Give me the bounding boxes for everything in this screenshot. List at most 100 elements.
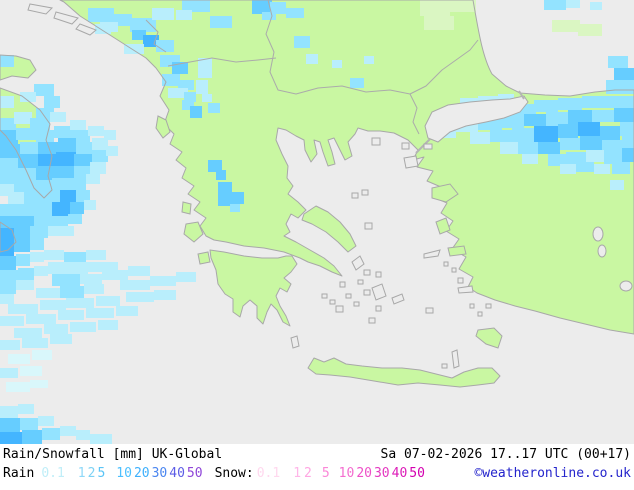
precip-cell [30, 226, 48, 238]
precip-cell [16, 168, 36, 180]
precip-cell [34, 214, 52, 226]
precip-cell [54, 126, 72, 138]
precip-cell [104, 130, 116, 140]
precip-cell [552, 20, 580, 32]
precip-cell [70, 120, 86, 130]
precip-cell [218, 194, 230, 206]
precip-cell [8, 354, 30, 364]
precip-cell [0, 256, 16, 270]
precip-cell [24, 192, 42, 204]
precip-cell [592, 110, 614, 122]
precip-cell [294, 36, 310, 48]
precip-cell [8, 192, 24, 204]
precip-cell [610, 180, 624, 190]
rain-scale-values: 0.1 1 2 5 10 20 30 40 50 [34, 466, 202, 481]
precip-cell [604, 152, 624, 164]
precip-cell [286, 8, 304, 18]
precip-cell [92, 150, 108, 162]
precip-cell [36, 166, 56, 180]
precip-cell [544, 0, 566, 10]
precip-cell [72, 130, 90, 142]
precip-cell [20, 92, 36, 102]
precip-cell [20, 142, 38, 154]
precip-cell [0, 316, 24, 326]
legend-value: 10 [116, 466, 132, 481]
legend-value: 0.1 [256, 466, 281, 481]
precip-cell [48, 226, 62, 236]
precip-cell [216, 170, 226, 180]
precip-cell [64, 252, 86, 264]
precip-cell [512, 128, 534, 142]
precip-cell [590, 2, 602, 10]
precip-cell [208, 103, 220, 113]
precip-cell [558, 124, 578, 138]
precip-cell [586, 150, 604, 162]
precip-cell [620, 122, 634, 136]
precip-cell [566, 0, 580, 8]
precip-cell [66, 298, 94, 308]
legend-row-2: Rain 0.1 1 2 5 10 20 30 40 50 Snow: 0.1 1 2 5 10 20 30… [0, 462, 634, 481]
precip-cell [26, 314, 56, 324]
legend-bar: Rain/Snowfall [mm] UK-Global Sa 07-02-20… [0, 444, 634, 490]
precip-cell [48, 262, 88, 274]
marmara-sea [415, 90, 529, 154]
precip-cell [6, 382, 30, 392]
precip-cell [44, 324, 68, 334]
precip-cell [90, 434, 112, 444]
precip-cell [522, 154, 538, 164]
precip-cell [16, 280, 34, 290]
precip-cell [76, 190, 90, 202]
precip-cell [0, 432, 22, 444]
precip-cell [524, 114, 546, 126]
legend-value: 40 [391, 466, 408, 481]
precip-cell [0, 130, 18, 144]
precip-cell [176, 272, 196, 282]
copyright-label: ©weatheronline.co.uk [474, 466, 631, 481]
precip-cell [252, 0, 272, 14]
precip-cell [16, 204, 34, 216]
precip-cell [0, 228, 14, 242]
precip-cell [614, 68, 634, 80]
precip-cell [332, 60, 342, 68]
precip-cell [560, 138, 580, 150]
precip-cell [0, 340, 20, 350]
precip-cell [106, 146, 118, 156]
precip-cell [14, 112, 32, 124]
precip-cell [546, 112, 568, 126]
precip-cell [56, 166, 74, 178]
precip-cell [58, 138, 76, 152]
precip-cell [582, 96, 606, 108]
precip-cell [602, 140, 622, 152]
precip-cell [612, 162, 630, 174]
precip-cell [60, 286, 84, 298]
precip-cell [18, 404, 34, 414]
precip-cell [218, 182, 232, 194]
island-layer [27, 3, 503, 369]
precip-cell [150, 276, 176, 286]
precip-cell [490, 130, 512, 142]
product-label: Rain/Snowfall [mm] UK-Global [3, 447, 223, 462]
precip-cell [76, 430, 90, 440]
precip-cell [86, 308, 114, 318]
precip-cell [14, 240, 30, 252]
precip-cell [18, 268, 34, 280]
precip-cell [534, 126, 558, 142]
legend-value: 30 [373, 466, 390, 481]
precip-cell [0, 418, 20, 432]
precip-cell [30, 252, 44, 262]
precip-cell [190, 106, 202, 118]
precip-cell [124, 44, 144, 54]
precip-cell [0, 294, 14, 304]
snow-scale-values: 0.1 1 2 5 10 20 30 40 50 [254, 466, 425, 481]
precip-cell [580, 136, 602, 150]
precip-cell [0, 242, 14, 256]
precip-cell [88, 8, 114, 22]
precip-cell [606, 96, 634, 108]
precip-cell [90, 162, 106, 174]
precip-cell [568, 110, 592, 124]
precip-cell [14, 180, 32, 192]
precipitation-layer [0, 0, 634, 444]
precip-cell [32, 350, 52, 360]
legend-value: 40 [169, 466, 185, 481]
precip-cell [202, 94, 212, 102]
